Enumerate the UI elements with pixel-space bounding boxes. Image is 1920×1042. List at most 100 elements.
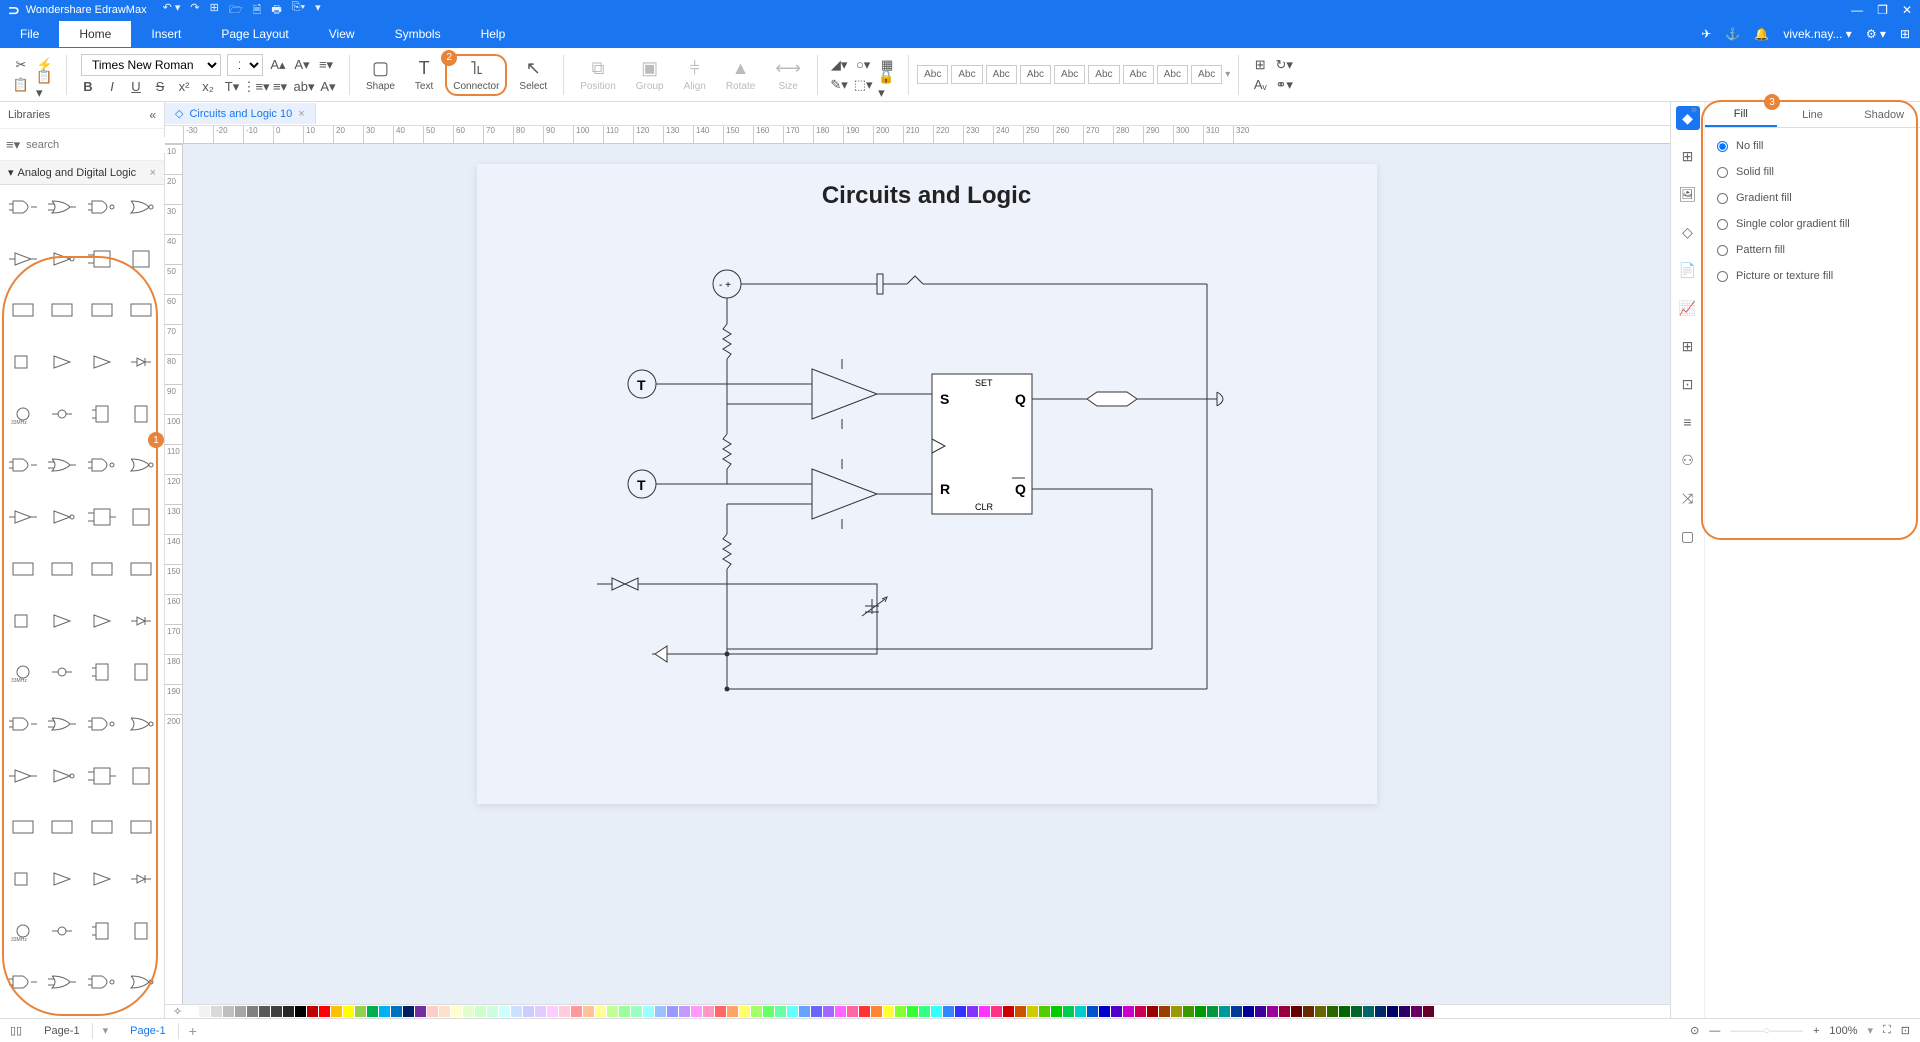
page-tab-1[interactable]: Page-1 <box>32 1023 92 1039</box>
color-swatch[interactable] <box>811 1006 822 1017</box>
menu-page-layout[interactable]: Page Layout <box>201 21 308 47</box>
shape-0[interactable] <box>4 189 42 225</box>
color-swatch[interactable] <box>1075 1006 1086 1017</box>
color-swatch[interactable] <box>943 1006 954 1017</box>
shape-56[interactable]: 33MHz <box>4 913 42 949</box>
page-tab-2[interactable]: Page-1 <box>118 1023 178 1039</box>
subscript-button[interactable]: x₂ <box>199 78 217 96</box>
align-button[interactable]: ≡▾ <box>317 56 335 74</box>
right-icon-5[interactable]: 📈 <box>1676 296 1700 320</box>
color-swatch[interactable] <box>751 1006 762 1017</box>
category-header[interactable]: ▾ Analog and Digital Logic × <box>0 161 164 185</box>
circuit-diagram[interactable]: - + T <box>597 264 1297 764</box>
connector-tool[interactable]: 2˥˪Connector <box>445 54 507 96</box>
shape-40[interactable] <box>4 706 42 742</box>
redo-button[interactable]: ↷ <box>190 1 199 20</box>
document-tab[interactable]: ◇ Circuits and Logic 10 × <box>165 103 316 124</box>
color-swatch[interactable] <box>1411 1006 1422 1017</box>
color-swatch[interactable] <box>343 1006 354 1017</box>
numbering-button[interactable]: ≡▾ <box>271 78 289 96</box>
add-page-button[interactable]: + <box>189 1023 197 1039</box>
canvas[interactable]: Circuits and Logic - + <box>183 144 1670 1004</box>
user-menu[interactable]: vivek.nay... ▾ <box>1783 27 1852 41</box>
color-swatch[interactable] <box>1219 1006 1230 1017</box>
shape-44[interactable] <box>4 758 42 794</box>
color-swatch[interactable] <box>535 1006 546 1017</box>
color-swatch[interactable] <box>1171 1006 1182 1017</box>
color-swatch[interactable] <box>799 1006 810 1017</box>
strike-button[interactable]: S <box>151 78 169 96</box>
refresh-button[interactable]: ↻▾ <box>1275 56 1293 74</box>
shape-27[interactable] <box>123 499 161 535</box>
color-swatch[interactable] <box>931 1006 942 1017</box>
shape-6[interactable] <box>83 241 121 277</box>
theme-9[interactable]: Abc <box>1191 65 1222 84</box>
color-swatch[interactable] <box>235 1006 246 1017</box>
theme-1[interactable]: Abc <box>917 65 948 84</box>
color-swatch[interactable] <box>1111 1006 1122 1017</box>
fill-option-nofill[interactable]: No fill <box>1717 140 1908 152</box>
save-button[interactable]: 🗎 <box>252 1 261 20</box>
collapse-sidebar-button[interactable]: « <box>149 108 156 122</box>
theme-6[interactable]: Abc <box>1088 65 1119 84</box>
shape-48[interactable] <box>4 809 42 845</box>
shape-37[interactable] <box>44 654 82 690</box>
shape-18[interactable] <box>83 396 121 432</box>
lock-button[interactable]: 🔒▾ <box>878 76 896 94</box>
color-swatch[interactable] <box>415 1006 426 1017</box>
color-swatch[interactable] <box>499 1006 510 1017</box>
color-swatch[interactable] <box>391 1006 402 1017</box>
color-swatch[interactable] <box>691 1006 702 1017</box>
color-swatch[interactable] <box>247 1006 258 1017</box>
color-swatch[interactable] <box>187 1006 198 1017</box>
color-swatch[interactable] <box>403 1006 414 1017</box>
color-swatch[interactable] <box>523 1006 534 1017</box>
export-button[interactable]: ⎘▾ <box>292 1 305 20</box>
shape-1[interactable] <box>44 189 82 225</box>
zoom-in-button[interactable]: + <box>1813 1025 1819 1037</box>
tab-line[interactable]: Line <box>1777 102 1849 127</box>
close-button[interactable]: ✕ <box>1902 3 1912 17</box>
color-swatch[interactable] <box>1243 1006 1254 1017</box>
send-icon[interactable]: ✈ <box>1701 27 1711 41</box>
shape-19[interactable] <box>123 396 161 432</box>
print-button[interactable]: 🖶 <box>271 1 281 20</box>
shape-43[interactable] <box>123 706 161 742</box>
font-size-select[interactable]: 12 <box>227 54 263 76</box>
color-swatch[interactable] <box>1267 1006 1278 1017</box>
color-swatch[interactable] <box>1003 1006 1014 1017</box>
color-swatch[interactable] <box>1351 1006 1362 1017</box>
shape-8[interactable] <box>4 292 42 328</box>
color-swatch[interactable] <box>559 1006 570 1017</box>
shape-32[interactable] <box>4 603 42 639</box>
grid-button2[interactable]: ⊞ <box>1251 56 1269 74</box>
color-swatch[interactable] <box>1207 1006 1218 1017</box>
shape-7[interactable] <box>123 241 161 277</box>
shape-28[interactable] <box>4 551 42 587</box>
shape-41[interactable] <box>44 706 82 742</box>
bullets-button[interactable]: ⋮≡▾ <box>247 78 265 96</box>
shape-26[interactable] <box>83 499 121 535</box>
color-swatch[interactable] <box>1279 1006 1290 1017</box>
color-swatch[interactable] <box>487 1006 498 1017</box>
shape-62[interactable] <box>83 964 121 1000</box>
color-swatch[interactable] <box>619 1006 630 1017</box>
color-swatch[interactable] <box>655 1006 666 1017</box>
right-icon-4[interactable]: 📄 <box>1676 258 1700 282</box>
theme-7[interactable]: Abc <box>1123 65 1154 84</box>
line-button[interactable]: ○▾ <box>854 56 872 74</box>
text-style-button[interactable]: Aᵥ <box>1251 76 1269 94</box>
increase-font-button[interactable]: A▴ <box>269 56 287 74</box>
shape-61[interactable] <box>44 964 82 1000</box>
new-button[interactable]: ⊞ <box>210 1 219 20</box>
color-swatch[interactable] <box>703 1006 714 1017</box>
shape-2[interactable] <box>83 189 121 225</box>
color-swatch[interactable] <box>1135 1006 1146 1017</box>
menu-insert[interactable]: Insert <box>131 21 201 47</box>
link-button[interactable]: ⚭▾ <box>1275 76 1293 94</box>
right-icon-3[interactable]: ◇ <box>1676 220 1700 244</box>
fill-option-single-gradient[interactable]: Single color gradient fill <box>1717 218 1908 230</box>
italic-button[interactable]: I <box>103 78 121 96</box>
fill-option-solid[interactable]: Solid fill <box>1717 166 1908 178</box>
fit-button[interactable]: ⛶ <box>1883 1024 1891 1037</box>
